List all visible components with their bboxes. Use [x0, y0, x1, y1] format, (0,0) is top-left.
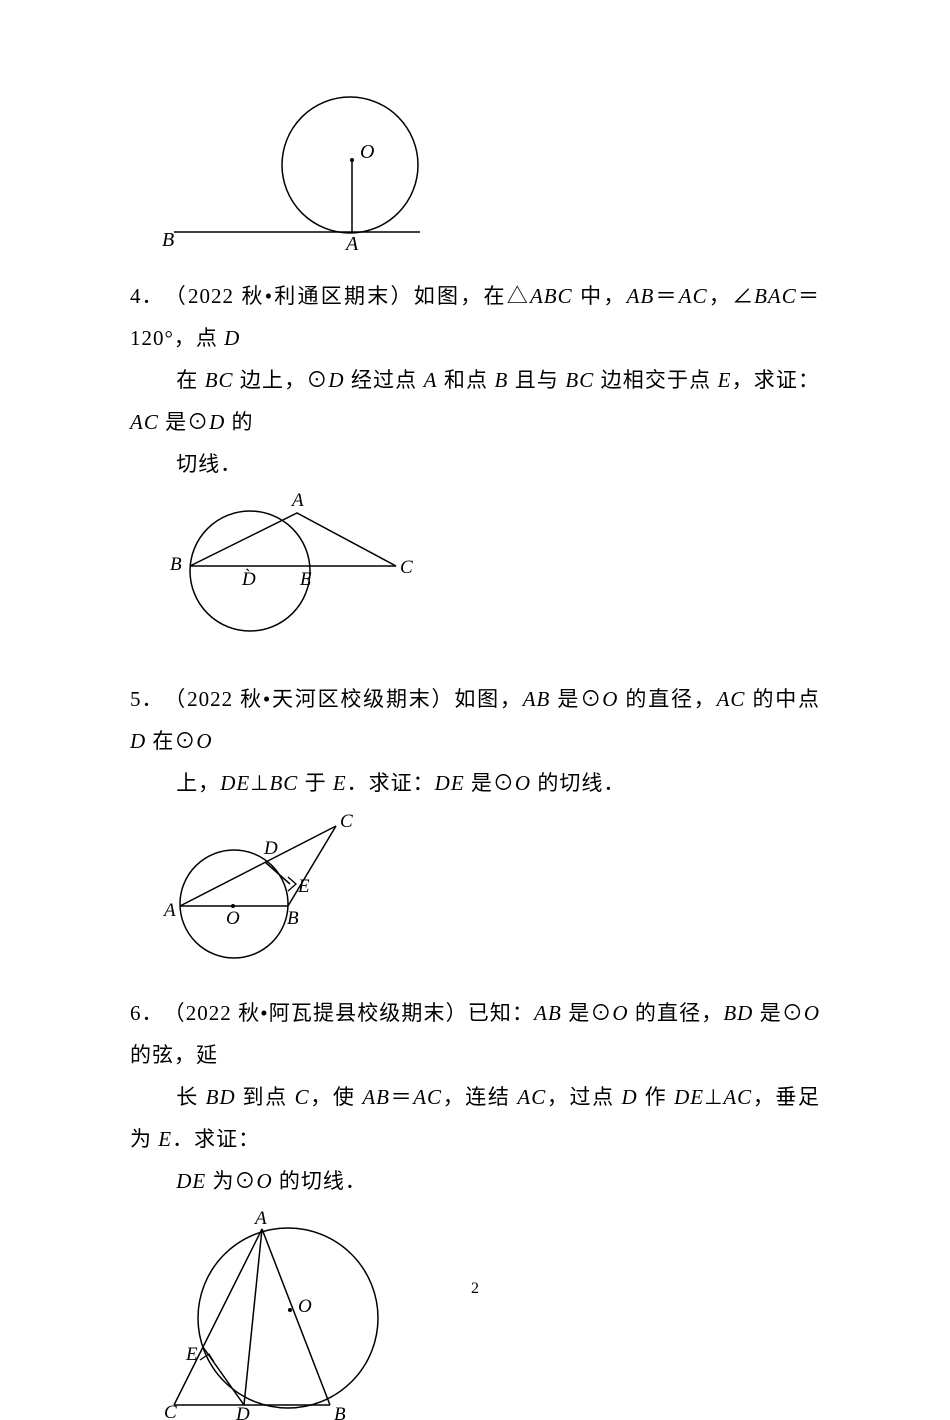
problem-5-source: （2022 秋•天河区校级期末） — [164, 687, 455, 711]
page-number: 2 — [0, 1280, 950, 1298]
problem-4-line3: 切线． — [130, 443, 820, 485]
svg-text:C: C — [400, 557, 413, 578]
problem-4-source: （2022 秋•利通区期末） — [164, 284, 414, 308]
problem-6-text: 6．（2022 秋•阿瓦提县校级期末）已知：AB 是⊙O 的直径，BD 是⊙O … — [130, 992, 820, 1076]
figure-6: A O E C D B — [160, 1210, 820, 1420]
problem-6-number: 6． — [130, 992, 164, 1034]
figure-3: O B A — [160, 80, 820, 255]
svg-text:O: O — [298, 1296, 312, 1317]
problem-5-line2: 上，DE⊥BC 于 E．求证：DE 是⊙O 的切线． — [130, 762, 820, 804]
problem-4-line2: 在 BC 边上，⊙D 经过点 A 和点 B 且与 BC 边相交于点 E，求证：A… — [130, 359, 820, 443]
problem-5: 5．（2022 秋•天河区校级期末）如图，AB 是⊙O 的直径，AC 的中点 D… — [130, 678, 820, 962]
problem-5-number: 5． — [130, 678, 164, 720]
svg-text:D: D — [235, 1404, 250, 1420]
figure-5: C D E A O B — [160, 812, 820, 962]
svg-text:A: A — [162, 900, 176, 921]
page: O B A 4．（2022 秋•利通区期末）如图，在△ABC 中，AB＝AC，∠… — [0, 0, 950, 1344]
svg-text:C: C — [340, 812, 353, 832]
figure-3-svg: O B A — [160, 80, 430, 255]
svg-text:O: O — [360, 141, 374, 163]
svg-text:A: A — [290, 493, 304, 511]
svg-text:D: D — [263, 838, 278, 859]
problem-6: 6．（2022 秋•阿瓦提县校级期末）已知：AB 是⊙O 的直径，BD 是⊙O … — [130, 992, 820, 1420]
svg-text:E: E — [299, 569, 312, 590]
svg-text:C: C — [164, 1402, 177, 1420]
problem-5-text: 5．（2022 秋•天河区校级期末）如图，AB 是⊙O 的直径，AC 的中点 D… — [130, 678, 820, 762]
svg-text:A: A — [344, 233, 359, 255]
svg-text:B: B — [170, 554, 182, 575]
svg-text:D̀: D̀ — [241, 569, 256, 590]
svg-text:E: E — [297, 876, 310, 897]
problem-6-source: （2022 秋•阿瓦提县校级期末） — [164, 1001, 468, 1025]
svg-text:A: A — [253, 1210, 267, 1229]
svg-text:O: O — [226, 908, 240, 929]
problem-4: 4．（2022 秋•利通区期末）如图，在△ABC 中，AB＝AC，∠BAC＝12… — [130, 275, 820, 638]
svg-text:B: B — [162, 229, 174, 251]
svg-text:B: B — [334, 1404, 346, 1420]
figure-4: A B D̀ E C — [160, 493, 820, 638]
problem-6-line2: 长 BD 到点 C，使 AB＝AC，连结 AC，过点 D 作 DE⊥AC，垂足为… — [130, 1076, 820, 1160]
svg-text:B: B — [287, 908, 299, 929]
problem-4-text: 4．（2022 秋•利通区期末）如图，在△ABC 中，AB＝AC，∠BAC＝12… — [130, 275, 820, 359]
problem-4-number: 4． — [130, 275, 164, 317]
problem-6-line3: DE 为⊙O 的切线． — [130, 1160, 820, 1202]
svg-text:E: E — [185, 1344, 198, 1365]
